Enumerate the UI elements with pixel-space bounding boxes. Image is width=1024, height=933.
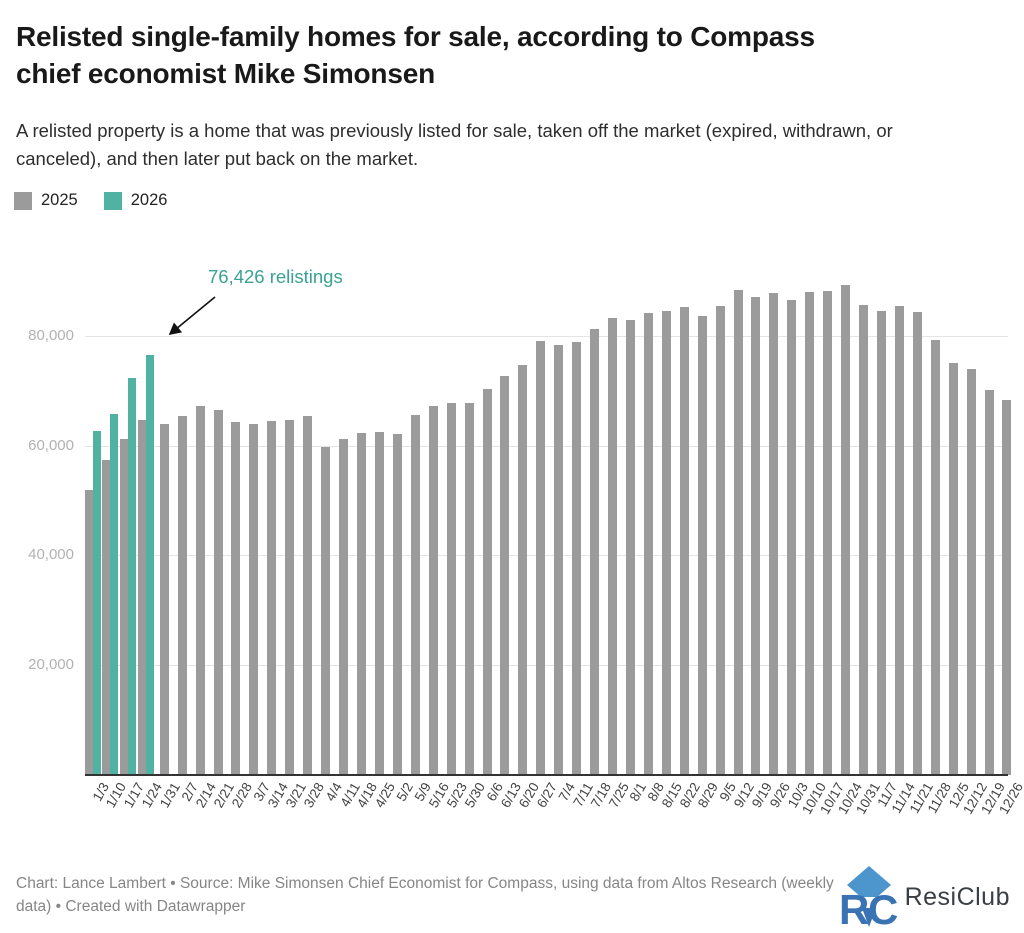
bar-2025-4/4[interactable] (321, 447, 331, 775)
svg-text:R: R (841, 886, 869, 928)
bar-2025-2/21[interactable] (213, 409, 223, 775)
svg-text:C: C (868, 886, 897, 928)
annotation-text: 76,426 relistings (208, 266, 343, 287)
bar-2025-6/6[interactable] (482, 389, 492, 775)
bar-2025-5/23[interactable] (446, 402, 456, 775)
bar-2025-5/9[interactable] (410, 415, 420, 775)
bar-2025-7/4[interactable] (554, 344, 564, 775)
bar-2025-9/26[interactable] (769, 293, 779, 775)
bar-2025-7/18[interactable] (590, 329, 599, 775)
resiclub-logo-text: ResiClub (904, 882, 1010, 911)
bar-2025-1/24[interactable] (138, 420, 147, 775)
bar-2025-3/7[interactable] (249, 424, 259, 775)
bar-2025-2/14[interactable] (195, 406, 205, 775)
y-axis-tick-label: 60,000 (28, 436, 74, 454)
bar-2025-2/28[interactable] (231, 422, 241, 775)
gridline-20000 (85, 665, 1008, 667)
bar-2025-11/21[interactable] (912, 312, 922, 775)
y-axis-tick-label: 20,000 (28, 656, 74, 674)
bar-2026-1/10[interactable] (110, 414, 119, 775)
bar-2025-6/20[interactable] (518, 364, 528, 775)
bar-2025-10/31[interactable] (859, 305, 868, 775)
bar-2025-9/12[interactable] (733, 290, 743, 775)
bar-2025-4/11[interactable] (339, 439, 348, 775)
bar-2026-1/3[interactable] (92, 431, 101, 775)
chart-description: A relisted property is a home that was p… (16, 120, 893, 169)
bar-2025-12/12[interactable] (966, 369, 976, 775)
footer-credit: Chart: Lance Lambert • Source: Mike Simo… (16, 875, 834, 915)
bar-2025-11/28[interactable] (930, 340, 940, 775)
resiclub-logo-icon: R C (841, 866, 897, 928)
bar-2025-5/30[interactable] (464, 402, 474, 775)
bar-2026-1/17[interactable] (128, 377, 137, 775)
bar-2025-10/24[interactable] (841, 284, 851, 775)
bar-2025-8/15[interactable] (661, 311, 671, 775)
bar-2025-1/31[interactable] (159, 424, 169, 775)
bar-2025-1/10[interactable] (102, 460, 111, 775)
bar-2025-7/25[interactable] (608, 317, 617, 775)
gridline-60000 (85, 445, 1008, 447)
bar-2025-5/16[interactable] (428, 405, 438, 775)
bar-2025-3/14[interactable] (267, 420, 277, 775)
bar-2025-6/13[interactable] (500, 376, 510, 775)
bar-2025-3/21[interactable] (285, 419, 295, 775)
bar-2025-12/19[interactable] (984, 389, 994, 775)
bar-2025-8/22[interactable] (679, 306, 689, 775)
bar-2025-9/5[interactable] (715, 306, 725, 775)
y-axis-tick-label: 80,000 (28, 326, 74, 344)
bar-2025-7/11[interactable] (572, 341, 582, 775)
bar-2025-3/28[interactable] (303, 416, 313, 775)
legend-item-2026: 2026 (103, 191, 168, 210)
bar-2025-1/17[interactable] (120, 439, 129, 775)
bar-2025-4/18[interactable] (356, 433, 366, 775)
chart-legend: 2025 2026 (14, 191, 193, 210)
gridline-40000 (85, 555, 1008, 557)
legend-item-2025: 2025 (14, 191, 78, 210)
legend-swatch-2025 (14, 191, 32, 210)
bar-2025-10/17[interactable] (823, 290, 833, 775)
legend-label-2026: 2026 (130, 191, 168, 209)
bar-2025-2/7[interactable] (177, 416, 187, 775)
bar-2025-10/3[interactable] (787, 300, 797, 775)
bar-2025-11/14[interactable] (894, 305, 904, 775)
bar-2025-12/26[interactable] (1002, 399, 1012, 775)
bar-2025-6/27[interactable] (536, 340, 546, 775)
bar-2025-11/7[interactable] (876, 310, 886, 775)
bar-2025-8/8[interactable] (643, 313, 653, 775)
bar-2025-9/19[interactable] (751, 297, 761, 775)
resiclub-logo: R C ResiClub (841, 866, 1010, 928)
bar-2025-8/29[interactable] (697, 315, 707, 775)
y-axis-tick-label: 40,000 (28, 546, 74, 564)
legend-label-2025: 2025 (41, 191, 78, 209)
bar-2025-1/3[interactable] (84, 489, 93, 775)
gridline-80000 (85, 335, 1008, 337)
bar-2026-1/24[interactable] (146, 355, 155, 775)
bar-2025-8/1[interactable] (625, 319, 635, 775)
bar-2025-10/10[interactable] (805, 291, 815, 775)
x-axis-line (85, 774, 1008, 776)
bar-2025-5/2[interactable] (392, 433, 402, 775)
bar-2025-4/25[interactable] (374, 432, 384, 775)
bar-2025-12/5[interactable] (948, 362, 958, 775)
legend-swatch-2026 (103, 191, 122, 210)
chart-title: Relisted single-family homes for sale, a… (16, 21, 815, 89)
